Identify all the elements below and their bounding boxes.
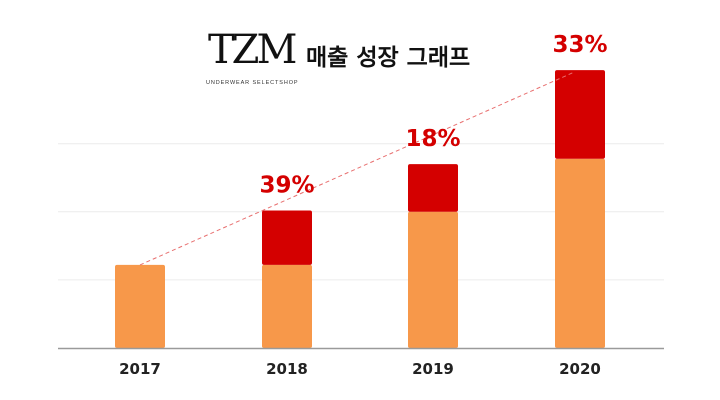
chart-title: 매출 성장 그래프 xyxy=(306,45,471,71)
growth-label: 39% xyxy=(259,172,314,198)
bar-growth xyxy=(555,70,605,159)
bar-base xyxy=(408,211,458,348)
bar-growth xyxy=(262,210,312,265)
bar-base xyxy=(555,158,605,348)
growth-label: 18% xyxy=(405,126,460,152)
chart-header: TZM UNDERWEAR SELECTSHOP 매출 성장 그래프 xyxy=(0,24,720,94)
bar-base xyxy=(115,264,165,348)
x-tick-label: 2018 xyxy=(266,360,308,378)
x-tick-label: 2020 xyxy=(559,360,601,378)
logo-subtitle: UNDERWEAR SELECTSHOP xyxy=(206,80,299,86)
logo-mark: TZM xyxy=(208,27,297,73)
x-tick-label: 2017 xyxy=(119,360,161,378)
x-tick-label: 2019 xyxy=(412,360,454,378)
trend-line xyxy=(139,71,575,266)
growth-label: 33% xyxy=(552,32,607,58)
brand-logo: TZM UNDERWEAR SELECTSHOP xyxy=(200,28,300,90)
bar-base xyxy=(262,264,312,348)
bar-growth xyxy=(408,164,458,212)
